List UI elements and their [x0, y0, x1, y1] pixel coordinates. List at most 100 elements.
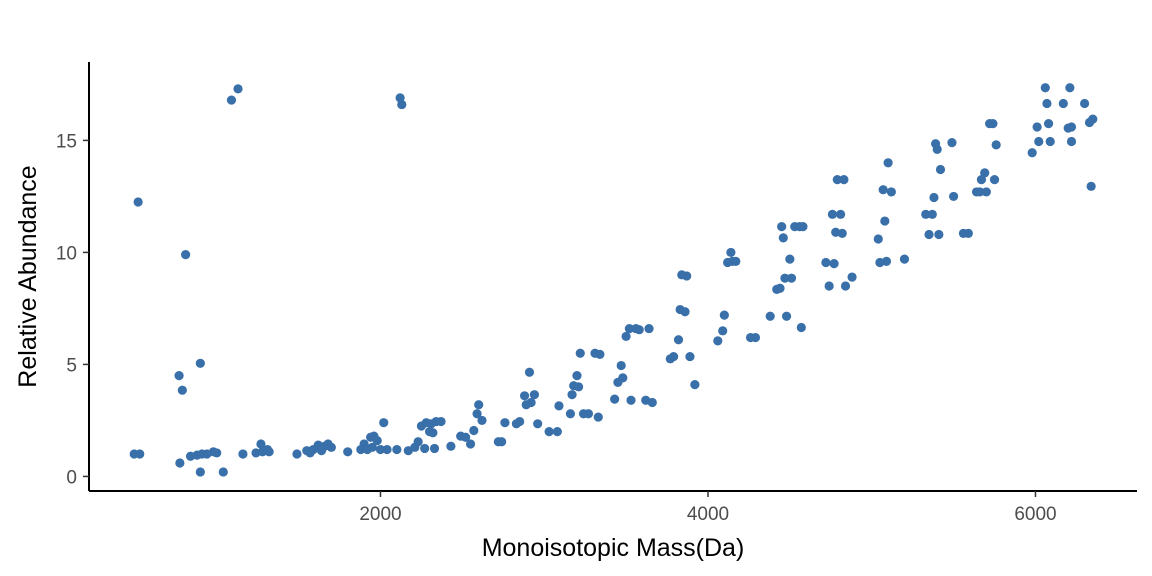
- data-point: [595, 349, 605, 359]
- data-point: [256, 439, 266, 449]
- data-point: [367, 442, 377, 452]
- data-point: [886, 187, 896, 197]
- data-point: [379, 418, 389, 428]
- data-point: [989, 175, 1000, 185]
- x-axis-ticks: 2000 4000 6000: [359, 491, 1057, 525]
- y-axis-ticks: 0 5 10 15: [56, 131, 89, 488]
- data-point: [621, 331, 631, 342]
- data-point: [647, 397, 657, 408]
- data-point: [413, 437, 423, 447]
- data-point: [175, 458, 185, 468]
- data-point: [847, 272, 857, 282]
- data-point: [778, 233, 788, 243]
- data-point: [644, 323, 654, 334]
- data-point: [832, 175, 842, 185]
- data-point: [934, 229, 944, 240]
- data-point: [610, 394, 620, 404]
- data-point: [839, 175, 849, 185]
- data-point: [461, 432, 471, 442]
- data-point: [477, 415, 487, 426]
- y-tick-label: 5: [66, 355, 77, 376]
- data-point: [574, 382, 584, 392]
- data-point: [1043, 119, 1054, 129]
- data-point: [624, 323, 634, 334]
- data-point: [565, 409, 576, 419]
- data-point: [616, 360, 626, 371]
- data-point: [567, 390, 577, 400]
- data-point: [1065, 83, 1075, 93]
- data-point: [685, 351, 695, 362]
- data-point: [1066, 136, 1077, 147]
- data-point: [975, 187, 985, 197]
- data-point: [988, 119, 998, 129]
- data-point: [212, 448, 222, 458]
- data-point: [980, 168, 990, 178]
- data-point: [195, 467, 205, 477]
- data-point: [375, 444, 386, 455]
- data-point: [781, 311, 792, 321]
- data-point: [673, 335, 684, 345]
- data-point: [554, 401, 564, 411]
- data-point: [947, 138, 957, 148]
- data-point: [526, 397, 536, 408]
- data-point: [1088, 114, 1098, 124]
- data-point: [765, 311, 775, 321]
- data-point: [719, 310, 729, 320]
- data-point: [326, 442, 336, 452]
- data-point: [436, 416, 446, 427]
- data-point: [837, 228, 847, 238]
- data-point: [668, 351, 679, 362]
- data-point: [218, 467, 228, 477]
- data-point: [750, 332, 761, 343]
- data-point: [233, 84, 243, 94]
- data-point: [472, 409, 482, 419]
- data-point: [921, 209, 931, 219]
- data-point: [821, 257, 831, 268]
- data-point: [1027, 148, 1037, 158]
- data-point: [465, 439, 476, 449]
- x-tick-label: 4000: [687, 504, 729, 525]
- data-point: [785, 254, 795, 264]
- data-point: [181, 250, 191, 260]
- data-point: [1034, 136, 1044, 147]
- data-point: [718, 326, 728, 336]
- data-point: [552, 427, 562, 437]
- data-point: [1058, 98, 1068, 109]
- data-point: [981, 187, 991, 197]
- data-point: [343, 447, 353, 457]
- data-point: [544, 427, 554, 437]
- data-point: [775, 283, 785, 293]
- data-point: [963, 228, 973, 238]
- data-point: [583, 409, 594, 419]
- data-point: [238, 449, 248, 459]
- data-point: [991, 140, 1001, 150]
- data-point: [593, 412, 603, 422]
- data-point: [1080, 98, 1090, 109]
- data-point: [949, 191, 959, 202]
- data-point: [777, 222, 787, 232]
- data-point: [420, 443, 430, 454]
- data-point: [634, 325, 644, 335]
- data-point: [618, 373, 628, 383]
- data-point: [824, 281, 834, 291]
- data-point: [428, 428, 438, 438]
- data-point: [195, 358, 205, 368]
- data-point: [382, 444, 392, 455]
- data-point: [1066, 122, 1077, 132]
- data-point: [397, 99, 407, 110]
- x-tick-label: 6000: [1014, 504, 1056, 525]
- data-point: [515, 416, 525, 427]
- data-point: [690, 379, 700, 390]
- data-point: [682, 271, 692, 281]
- data-point: [533, 419, 543, 429]
- data-point: [731, 256, 741, 266]
- data-point: [878, 185, 888, 195]
- data-point: [726, 247, 736, 258]
- x-tick-label: 2000: [359, 504, 401, 525]
- data-point: [798, 222, 808, 232]
- data-point: [827, 209, 838, 219]
- data-point: [572, 371, 582, 381]
- data-point: [840, 281, 851, 291]
- data-point: [133, 197, 143, 207]
